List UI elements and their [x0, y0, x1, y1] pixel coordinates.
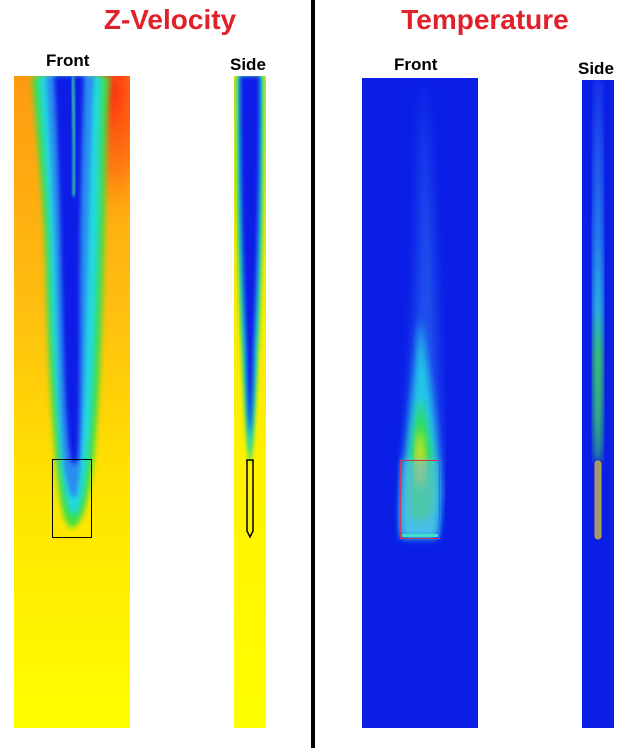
zvelocity-side-label: Side — [230, 55, 266, 74]
temperature-front-label: Front — [394, 55, 438, 74]
temperature-side-contour — [582, 80, 614, 728]
panel-divider — [311, 0, 315, 748]
zvelocity-front-inlet-box — [52, 459, 92, 538]
temperature-title: Temperature — [401, 4, 569, 35]
temperature-front-contour — [362, 78, 478, 728]
zvelocity-side-contour — [234, 76, 266, 728]
zvelocity-title: Z-Velocity — [103, 4, 237, 35]
temperature-front-inlet-box — [400, 460, 440, 539]
zvelocity-front-label: Front — [46, 51, 90, 70]
temperature-side-label: Side — [578, 59, 614, 78]
zvelocity-front-contour — [14, 76, 130, 728]
